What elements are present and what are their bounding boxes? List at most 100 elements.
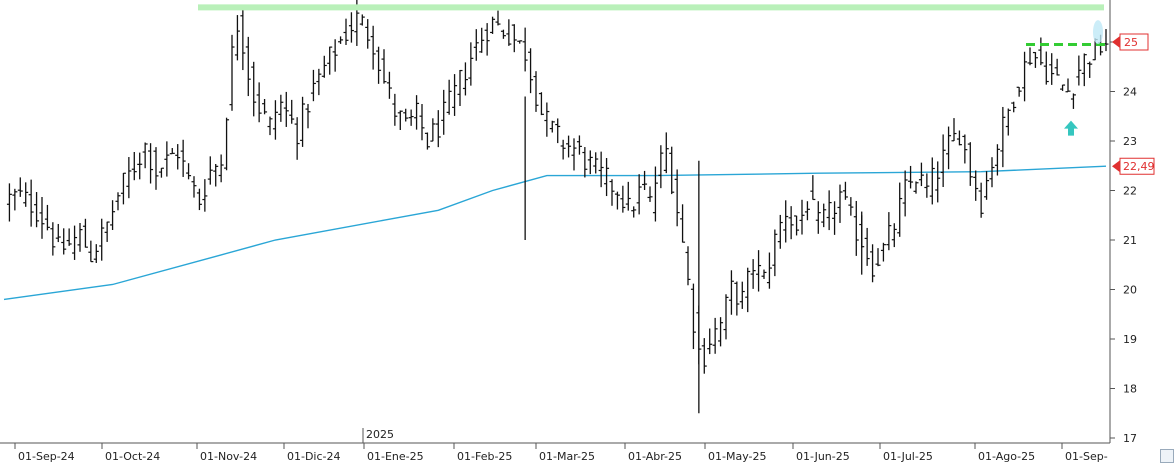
- ohlc-bar: [544, 102, 550, 137]
- ohlc-bar: [864, 227, 870, 266]
- ohlc-bar: [1043, 51, 1049, 85]
- ohlc-bar: [484, 23, 490, 56]
- ohlc-bar: [875, 248, 881, 267]
- ohlc-bar: [984, 171, 990, 200]
- ohlc-bar: [701, 338, 707, 374]
- x-tick-label: 01-Sep-24: [18, 450, 75, 463]
- ohlc-bar: [72, 225, 78, 260]
- ohlc-bar: [788, 206, 794, 240]
- ohlc-bar: [17, 177, 23, 197]
- ohlc-bar: [880, 242, 886, 262]
- x-tick-label: 01-Sep-: [1065, 450, 1108, 463]
- ohlc-bar: [1038, 37, 1044, 66]
- ohlc-bar: [810, 175, 816, 201]
- ohlc-bar: [343, 18, 349, 45]
- ohlc-bar: [34, 192, 40, 228]
- ohlc-bar: [148, 143, 154, 184]
- ohlc-bar: [1087, 61, 1093, 78]
- ohlc-bar: [1005, 108, 1011, 136]
- last-price-label: 25: [1124, 36, 1138, 49]
- y-tick-label: 20: [1123, 284, 1137, 297]
- ohlc-bar: [403, 108, 409, 122]
- ohlc-bar: [1049, 53, 1055, 85]
- ohlc-bar: [528, 48, 534, 94]
- ohlc-bar: [853, 200, 859, 256]
- ohlc-bar: [283, 91, 289, 127]
- last-price-pointer: [1112, 36, 1120, 48]
- ohlc-bar: [690, 283, 696, 350]
- ohlc-bar: [338, 36, 344, 44]
- ohlc-bar: [680, 204, 686, 243]
- ohlc-bar: [218, 154, 224, 183]
- ohlc-bar: [164, 141, 170, 177]
- ohlc-bar: [566, 135, 572, 158]
- ohlc-bar: [153, 147, 159, 190]
- ohlc-bar: [978, 182, 984, 218]
- ohlc-bar: [386, 71, 392, 99]
- ohlc-bar: [316, 68, 322, 96]
- ohlc-bar: [967, 142, 973, 186]
- ohlc-bar: [446, 79, 452, 115]
- ohlc-bar: [647, 186, 653, 202]
- ohlc-bar: [66, 228, 72, 246]
- y-tick-label: 21: [1123, 234, 1137, 247]
- ohlc-bar: [392, 93, 398, 126]
- y-tick-label: 24: [1123, 86, 1137, 99]
- ohlc-bar: [435, 110, 441, 148]
- ohlc-bar: [1060, 84, 1066, 91]
- ohlc-bar: [419, 104, 425, 141]
- ohlc-bar: [1076, 55, 1082, 86]
- ohlc-bar: [262, 98, 268, 115]
- ohlc-bar: [1022, 51, 1028, 102]
- ohlc-bar: [891, 223, 897, 248]
- ohlc-bar: [663, 132, 669, 174]
- x-tick-label: 01-Nov-24: [200, 450, 257, 463]
- ohlc-bar: [1032, 51, 1038, 68]
- ohlc-bars-layer: [6, 0, 1109, 414]
- ohlc-bar: [620, 185, 626, 213]
- moving-average-layer: [3, 165, 1107, 301]
- ohlc-bar: [669, 146, 675, 195]
- ohlc-bar: [251, 61, 257, 117]
- ohlc-bar: [272, 100, 278, 140]
- x-tick-label: 01-Dic-24: [287, 450, 341, 463]
- y-tick-label: 22: [1123, 185, 1137, 198]
- ohlc-bar: [631, 206, 637, 218]
- ohlc-bar: [321, 55, 327, 78]
- x-tick-label: 01-Oct-24: [105, 450, 160, 463]
- ohlc-bar: [832, 201, 838, 235]
- ohlc-bar: [28, 179, 34, 227]
- ohlc-bar: [929, 157, 935, 205]
- ohlc-bar: [169, 148, 175, 155]
- x-tick-label: 01-Feb-25: [457, 450, 512, 463]
- ohlc-bar: [332, 39, 338, 72]
- ohlc-bar: [229, 34, 235, 111]
- moving-average-line: [3, 165, 1107, 301]
- ma-value-label: 22,49: [1123, 160, 1155, 173]
- ohlc-bar: [23, 182, 29, 207]
- ohlc-bar: [186, 163, 192, 180]
- ohlc-bar: [234, 15, 240, 61]
- ohlc-bar: [452, 74, 458, 116]
- ohlc-bar: [462, 62, 468, 96]
- ohlc-bar: [604, 158, 610, 197]
- ohlc-bar: [256, 82, 262, 123]
- ohlc-bar: [370, 25, 376, 70]
- ohlc-bar: [310, 69, 316, 102]
- ohlc-bar: [935, 161, 941, 203]
- ohlc-bar: [804, 201, 810, 221]
- corner-toggle-button[interactable]: [1160, 449, 1174, 463]
- ohlc-bar: [506, 19, 512, 46]
- ohlc-bar: [213, 164, 219, 187]
- ohlc-bar: [61, 228, 67, 255]
- ohlc-bar: [837, 184, 843, 223]
- ohlc-bar: [745, 267, 751, 313]
- ohlc-bar: [126, 157, 132, 199]
- ohlc-bar: [1070, 93, 1076, 109]
- ohlc-bar: [886, 212, 892, 251]
- x-tick-label: 01-Jun-25: [796, 450, 850, 463]
- y-tick-label: 23: [1123, 135, 1137, 148]
- ohlc-bar: [1000, 106, 1006, 168]
